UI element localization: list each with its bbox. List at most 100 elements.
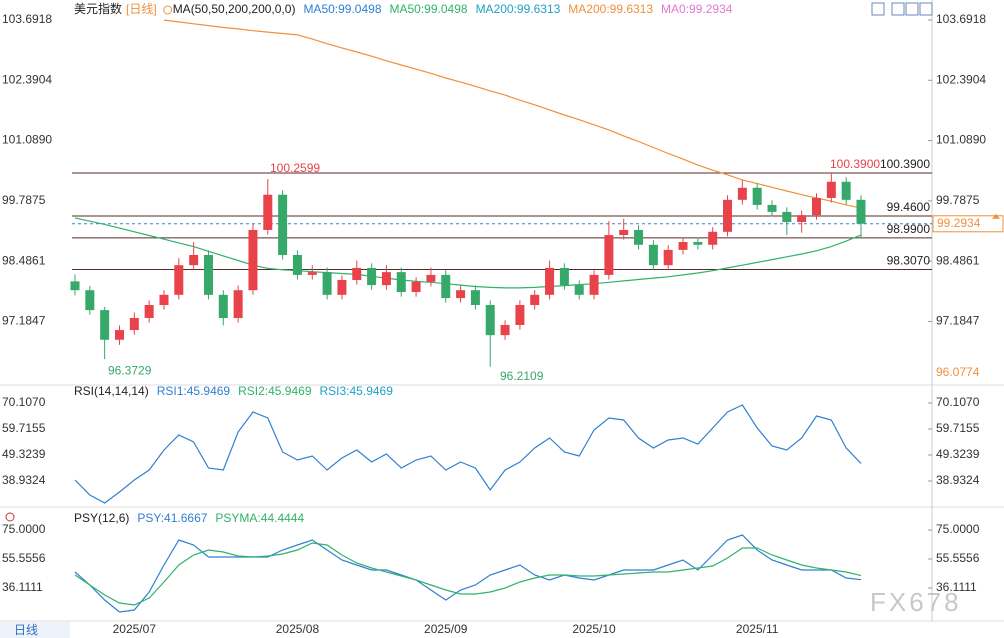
y-tick-label: 55.5556 — [2, 551, 46, 565]
y-tick-label: 70.1070 — [2, 395, 46, 409]
candle-body — [367, 267, 377, 286]
price-level-label: 100.3900 — [880, 157, 930, 171]
y-tick-label: 99.7875 — [2, 193, 46, 207]
indicator-line — [74, 542, 862, 606]
candle-body — [411, 281, 421, 293]
candle-body — [723, 199, 733, 232]
candle-body — [129, 317, 139, 331]
candle-body — [470, 290, 480, 306]
candle-body — [678, 242, 688, 250]
extreme-label: 100.3900 — [830, 157, 880, 171]
candle-body — [782, 211, 792, 223]
extreme-label: 96.2109 — [500, 369, 544, 383]
candle-body — [856, 199, 866, 224]
candle-body — [70, 281, 80, 291]
price-level-label: 99.4600 — [887, 200, 931, 214]
watermark: FX678 — [870, 587, 962, 617]
candle-body — [85, 290, 95, 311]
tool-button[interactable] — [891, 2, 905, 16]
candle-body — [515, 305, 525, 325]
candle-body — [381, 272, 391, 286]
candle-body — [485, 305, 495, 336]
y-tick-label: 70.1070 — [936, 395, 980, 409]
indicator-title: PSY(12,6) — [74, 511, 129, 525]
period-button[interactable]: 日线 — [14, 623, 38, 637]
y-tick-label: 59.7155 — [2, 421, 46, 435]
candle-body — [292, 254, 302, 275]
candle-body — [100, 310, 110, 340]
candle-body — [203, 254, 213, 295]
legend-entry: PSY:41.6667 — [137, 511, 207, 525]
y-tick-label: 36.1111 — [936, 580, 977, 594]
y-tick-label: 75.0000 — [2, 522, 46, 536]
tool-button[interactable] — [919, 2, 933, 16]
legend-entry: MA50:99.0498 — [390, 2, 468, 16]
candle-body — [708, 231, 718, 245]
candle-body — [530, 294, 540, 306]
candle-body — [189, 254, 199, 266]
low-tag: 96.0774 — [936, 365, 980, 379]
candle-body — [337, 279, 347, 295]
y-tick-label: 103.6918 — [936, 12, 986, 26]
x-tick-label: 2025/10 — [572, 622, 616, 636]
candle-body — [441, 274, 451, 299]
candle-body — [263, 194, 273, 230]
price-level-label: 98.3070 — [887, 254, 931, 268]
legend-entry: RSI1:45.9469 — [157, 384, 231, 398]
candle-body — [737, 187, 747, 200]
legend-entry: MA200:99.6313 — [476, 2, 561, 16]
settings-icon[interactable] — [5, 512, 15, 522]
indicator-line — [74, 534, 862, 613]
candle-body — [307, 272, 317, 275]
candle-body — [248, 229, 258, 291]
candle-body — [456, 290, 466, 299]
last-price-box — [932, 215, 1004, 233]
tool-button[interactable] — [905, 2, 919, 16]
legend-entry: MA0:99.2934 — [661, 2, 733, 16]
x-tick-label: 2025/09 — [424, 622, 468, 636]
indicator-title: RSI(14,14,14) — [74, 384, 149, 398]
candle-body — [693, 242, 703, 245]
candle-body — [767, 204, 777, 212]
add-icon[interactable] — [163, 5, 173, 15]
candle-body — [589, 274, 599, 295]
last-price-tag: 99.2934 — [937, 216, 981, 230]
candle-body — [619, 229, 629, 236]
legend-entry: RSI3:45.9469 — [320, 384, 394, 398]
candle-body — [604, 235, 614, 275]
y-tick-label: 102.3904 — [936, 72, 986, 86]
period-tab[interactable] — [0, 622, 70, 638]
candle-body — [278, 194, 288, 255]
y-tick-label: 97.1847 — [936, 314, 980, 328]
candle-body — [559, 267, 569, 286]
candle-body — [396, 272, 406, 293]
price-level-label: 98.9900 — [887, 222, 931, 236]
tool-button[interactable] — [871, 2, 885, 16]
x-tick-label: 2025/07 — [113, 622, 157, 636]
candle-body — [144, 305, 154, 318]
candle-body — [826, 181, 836, 198]
toolbar — [871, 2, 933, 16]
x-tick-label: 2025/08 — [276, 622, 320, 636]
indicator-line — [74, 404, 862, 504]
y-tick-label: 99.7875 — [936, 193, 980, 207]
indicator-params: MA(50,50,200,200,0,0) — [173, 2, 296, 16]
candle-body — [574, 285, 584, 295]
candle-body — [648, 244, 658, 266]
y-tick-label: 101.0890 — [2, 133, 52, 147]
candle-body — [352, 267, 362, 280]
candle-body — [663, 249, 673, 266]
period-label: [日线] — [126, 2, 157, 16]
candle-body — [159, 294, 169, 306]
legend-entry: RSI2:45.9469 — [238, 384, 312, 398]
legend-entry: MA50:99.0498 — [303, 2, 381, 16]
y-tick-label: 103.6918 — [2, 12, 52, 26]
y-tick-label: 59.7155 — [936, 421, 980, 435]
legend-entry: PSYMA:44.4444 — [215, 511, 304, 525]
y-tick-label: 102.3904 — [2, 72, 52, 86]
last-price-arrow — [992, 213, 1000, 219]
extreme-label: 100.2599 — [270, 161, 320, 175]
candle-body — [233, 290, 243, 318]
